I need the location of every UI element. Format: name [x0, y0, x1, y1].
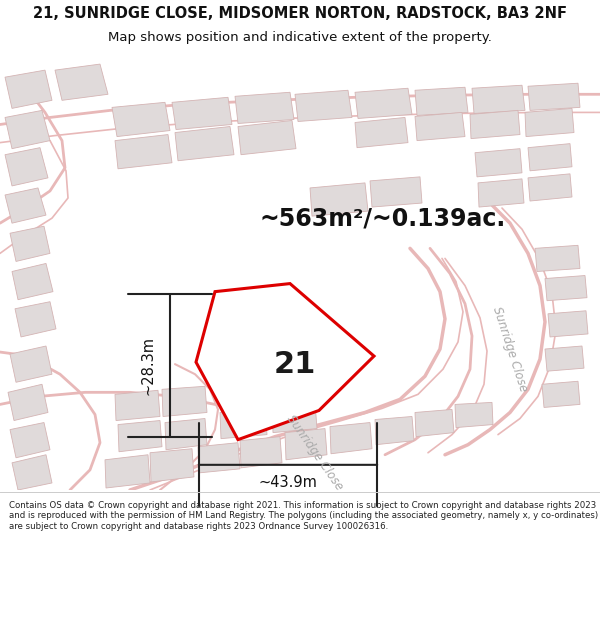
Polygon shape: [370, 177, 422, 207]
Text: 21: 21: [274, 349, 316, 379]
Polygon shape: [528, 83, 580, 111]
Polygon shape: [285, 429, 327, 460]
Polygon shape: [470, 111, 520, 139]
Polygon shape: [475, 149, 522, 177]
Polygon shape: [10, 226, 50, 261]
Text: Contains OS data © Crown copyright and database right 2021. This information is : Contains OS data © Crown copyright and d…: [9, 501, 598, 531]
Text: ~563m²/~0.139ac.: ~563m²/~0.139ac.: [260, 206, 506, 230]
Polygon shape: [415, 409, 454, 437]
Polygon shape: [118, 421, 162, 452]
Polygon shape: [5, 148, 48, 186]
Polygon shape: [528, 174, 572, 201]
Polygon shape: [172, 98, 232, 129]
Polygon shape: [548, 311, 588, 337]
Polygon shape: [330, 422, 372, 454]
Polygon shape: [542, 381, 580, 408]
Polygon shape: [12, 455, 52, 490]
Polygon shape: [5, 111, 50, 149]
Polygon shape: [12, 264, 53, 300]
Polygon shape: [272, 402, 317, 432]
Polygon shape: [535, 246, 580, 271]
Polygon shape: [165, 419, 207, 450]
Text: Sunridge Close: Sunridge Close: [490, 305, 530, 393]
Polygon shape: [295, 90, 352, 121]
Polygon shape: [240, 437, 282, 468]
Text: ~43.9m: ~43.9m: [259, 476, 317, 491]
Polygon shape: [355, 118, 408, 148]
Polygon shape: [310, 183, 368, 216]
Polygon shape: [545, 276, 587, 301]
Polygon shape: [5, 188, 46, 223]
Polygon shape: [472, 85, 525, 113]
Polygon shape: [10, 346, 52, 382]
Polygon shape: [55, 64, 108, 101]
Polygon shape: [115, 134, 172, 169]
Polygon shape: [150, 449, 194, 482]
Polygon shape: [375, 416, 414, 445]
Polygon shape: [8, 384, 48, 421]
Polygon shape: [528, 144, 572, 171]
Text: Map shows position and indicative extent of the property.: Map shows position and indicative extent…: [108, 31, 492, 44]
Polygon shape: [455, 402, 493, 428]
Polygon shape: [105, 455, 150, 488]
Polygon shape: [355, 88, 412, 119]
Polygon shape: [198, 442, 240, 473]
Polygon shape: [415, 112, 465, 141]
Polygon shape: [238, 121, 296, 155]
Text: ~28.3m: ~28.3m: [140, 336, 155, 395]
Polygon shape: [5, 70, 52, 108]
Polygon shape: [415, 88, 468, 116]
Polygon shape: [220, 409, 267, 439]
Polygon shape: [235, 92, 294, 124]
Text: Sunridge Close: Sunridge Close: [284, 412, 346, 493]
Polygon shape: [115, 391, 160, 421]
Text: 21, SUNRIDGE CLOSE, MIDSOMER NORTON, RADSTOCK, BA3 2NF: 21, SUNRIDGE CLOSE, MIDSOMER NORTON, RAD…: [33, 6, 567, 21]
Polygon shape: [196, 284, 374, 439]
Polygon shape: [545, 346, 584, 371]
Polygon shape: [112, 102, 170, 137]
Polygon shape: [15, 302, 56, 337]
Polygon shape: [175, 126, 234, 161]
Polygon shape: [10, 422, 50, 457]
Polygon shape: [525, 108, 574, 137]
Polygon shape: [478, 179, 524, 207]
Polygon shape: [162, 386, 207, 416]
